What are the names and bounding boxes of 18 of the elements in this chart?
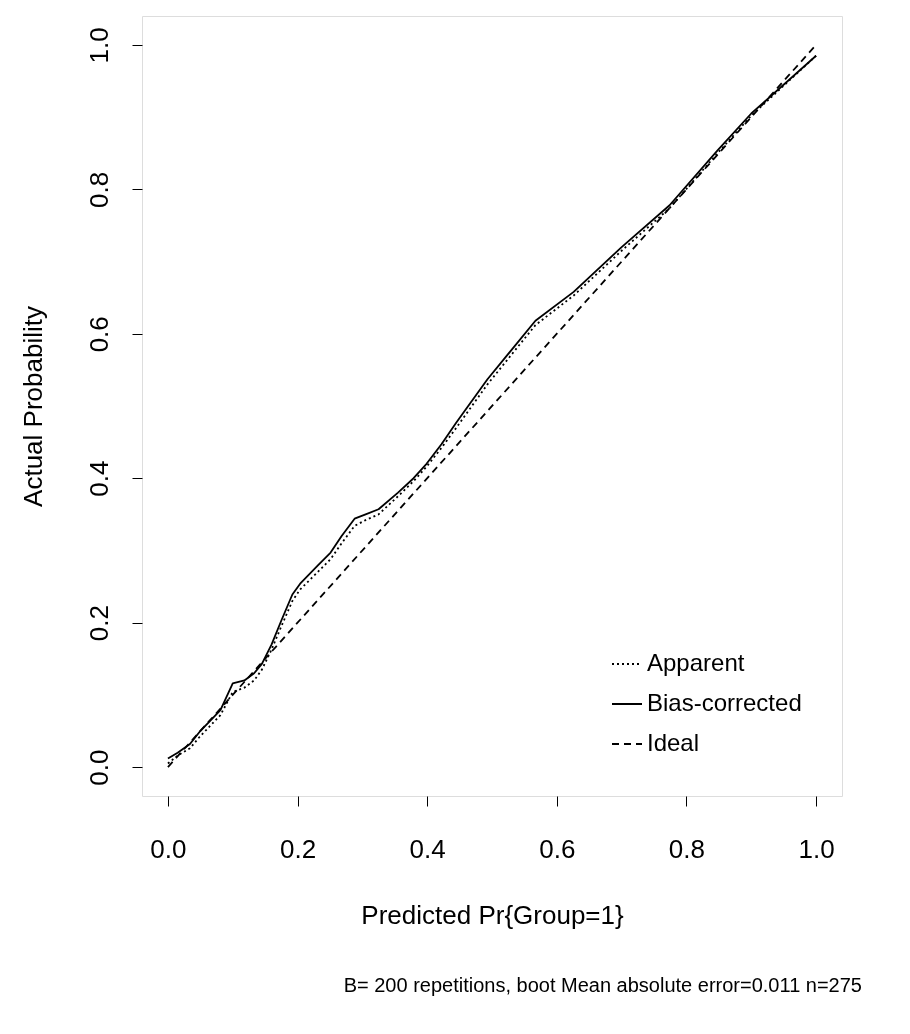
y-tick-label: 0.8 bbox=[83, 171, 114, 208]
x-tick-label: 0.2 bbox=[279, 833, 317, 864]
text: B= 200 repetitions, boot Mean absolute error=0.011 n=275 bbox=[343, 974, 862, 996]
y-axis-title: Actual Probability bbox=[17, 306, 48, 507]
legend-label: Ideal bbox=[647, 729, 700, 756]
y-tick-label: 0.6 bbox=[83, 316, 114, 353]
y-tick-label: 0.0 bbox=[83, 749, 114, 786]
y-tick-label: 0.4 bbox=[83, 460, 114, 497]
x-tick-label: 0.4 bbox=[409, 833, 446, 864]
x-tick-label: 0.0 bbox=[150, 833, 187, 864]
x-axis-title: Predicted Pr{Group=1} bbox=[361, 899, 624, 930]
x-tick-label: 1.0 bbox=[798, 833, 835, 864]
y-tick-label: 0.2 bbox=[83, 605, 114, 642]
legend-label: Bias-corrected bbox=[647, 689, 802, 716]
y-tick-label: 1.0 bbox=[83, 27, 114, 64]
x-tick-label: 0.6 bbox=[539, 833, 576, 864]
x-tick-label: 0.8 bbox=[668, 833, 706, 864]
legend-label: Apparent bbox=[647, 649, 745, 676]
